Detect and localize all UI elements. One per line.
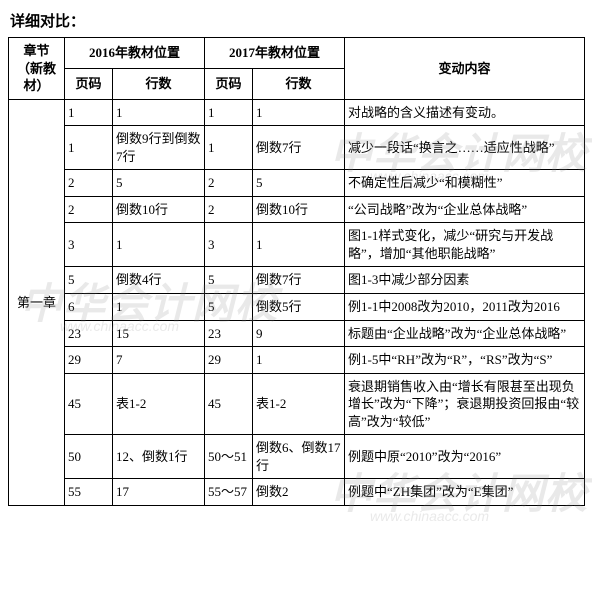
cell-p17: 1 bbox=[205, 99, 253, 126]
cell-change: 例题中“ZH集团”改为“E集团” bbox=[345, 479, 585, 506]
cell-p16: 6 bbox=[65, 294, 113, 321]
th-chapter: 章节（新教材） bbox=[9, 38, 65, 100]
cell-p17: 23 bbox=[205, 320, 253, 347]
cell-change: 减少一段话“换言之……适应性战略” bbox=[345, 126, 585, 170]
cell-change: 例题中原“2010”改为“2016” bbox=[345, 435, 585, 479]
cell-l16: 1 bbox=[113, 223, 205, 267]
cell-change: 例1-5中“RH”改为“R”，“RS”改为“S” bbox=[345, 347, 585, 374]
cell-p17: 45 bbox=[205, 373, 253, 435]
cell-l17: 1 bbox=[253, 347, 345, 374]
cell-change: 图1-1样式变化，减少“研究与开发战略”，增加“其他职能战略” bbox=[345, 223, 585, 267]
cell-p16: 1 bbox=[65, 99, 113, 126]
th-2017: 2017年教材位置 bbox=[205, 38, 345, 69]
th-2017-page: 页码 bbox=[205, 68, 253, 99]
cell-l17: 1 bbox=[253, 223, 345, 267]
cell-p17: 55～57 bbox=[205, 479, 253, 506]
th-2016: 2016年教材位置 bbox=[65, 38, 205, 69]
table-body: 第一章1111对战略的含义描述有变动。1倒数9行到倒数7行1倒数7行减少一段话“… bbox=[9, 99, 585, 505]
chapter-cell: 第一章 bbox=[9, 99, 65, 505]
cell-p16: 1 bbox=[65, 126, 113, 170]
cell-l17: 倒数10行 bbox=[253, 196, 345, 223]
table-row: 2倒数10行2倒数10行“公司战略”改为“企业总体战略” bbox=[9, 196, 585, 223]
cell-change: “公司战略”改为“企业总体战略” bbox=[345, 196, 585, 223]
cell-l16: 7 bbox=[113, 347, 205, 374]
watermark-en: www.chinaacc.com bbox=[370, 508, 489, 524]
table-row: 1倒数9行到倒数7行1倒数7行减少一段话“换言之……适应性战略” bbox=[9, 126, 585, 170]
cell-l17: 表1-2 bbox=[253, 373, 345, 435]
cell-p17: 5 bbox=[205, 267, 253, 294]
cell-p17: 5 bbox=[205, 294, 253, 321]
cell-l17: 倒数5行 bbox=[253, 294, 345, 321]
table-row: 3131图1-1样式变化，减少“研究与开发战略”，增加“其他职能战略” bbox=[9, 223, 585, 267]
cell-l16: 表1-2 bbox=[113, 373, 205, 435]
cell-l16: 倒数4行 bbox=[113, 267, 205, 294]
cell-p16: 45 bbox=[65, 373, 113, 435]
table-row: 615倒数5行例1-1中2008改为2010，2011改为2016 bbox=[9, 294, 585, 321]
cell-l16: 1 bbox=[113, 99, 205, 126]
cell-l16: 17 bbox=[113, 479, 205, 506]
table-row: 5倒数4行5倒数7行图1-3中减少部分因素 bbox=[9, 267, 585, 294]
cell-p16: 29 bbox=[65, 347, 113, 374]
cell-p16: 50 bbox=[65, 435, 113, 479]
table-row: 5012、倒数1行50～51倒数6、倒数17行例题中原“2010”改为“2016… bbox=[9, 435, 585, 479]
th-2016-page: 页码 bbox=[65, 68, 113, 99]
cell-change: 例1-1中2008改为2010，2011改为2016 bbox=[345, 294, 585, 321]
cell-p16: 23 bbox=[65, 320, 113, 347]
table-row: 2315239标题由“企业战略”改为“企业总体战略” bbox=[9, 320, 585, 347]
cell-p17: 3 bbox=[205, 223, 253, 267]
th-2016-line: 行数 bbox=[113, 68, 205, 99]
cell-l17: 倒数7行 bbox=[253, 126, 345, 170]
table-row: 551755～57倒数2例题中“ZH集团”改为“E集团” bbox=[9, 479, 585, 506]
th-2017-line: 行数 bbox=[253, 68, 345, 99]
cell-p17: 1 bbox=[205, 126, 253, 170]
page-heading: 详细对比： bbox=[10, 10, 584, 31]
th-change: 变动内容 bbox=[345, 38, 585, 100]
cell-l17: 5 bbox=[253, 170, 345, 197]
cell-l17: 倒数2 bbox=[253, 479, 345, 506]
cell-l17: 1 bbox=[253, 99, 345, 126]
cell-change: 不确定性后减少“和模糊性” bbox=[345, 170, 585, 197]
table-row: 297291例1-5中“RH”改为“R”，“RS”改为“S” bbox=[9, 347, 585, 374]
cell-l16: 倒数9行到倒数7行 bbox=[113, 126, 205, 170]
cell-l16: 5 bbox=[113, 170, 205, 197]
cell-change: 标题由“企业战略”改为“企业总体战略” bbox=[345, 320, 585, 347]
cell-change: 对战略的含义描述有变动。 bbox=[345, 99, 585, 126]
table-row: 45表1-245表1-2衰退期销售收入由“增长有限甚至出现负增长”改为“下降”；… bbox=[9, 373, 585, 435]
cell-p17: 50～51 bbox=[205, 435, 253, 479]
cell-l17: 倒数7行 bbox=[253, 267, 345, 294]
cell-change: 图1-3中减少部分因素 bbox=[345, 267, 585, 294]
cell-change: 衰退期销售收入由“增长有限甚至出现负增长”改为“下降”；衰退期投资回报由“较高”… bbox=[345, 373, 585, 435]
cell-p16: 55 bbox=[65, 479, 113, 506]
table-row: 第一章1111对战略的含义描述有变动。 bbox=[9, 99, 585, 126]
cell-l17: 9 bbox=[253, 320, 345, 347]
comparison-table: 章节（新教材） 2016年教材位置 2017年教材位置 变动内容 页码 行数 页… bbox=[8, 37, 585, 506]
cell-p17: 2 bbox=[205, 196, 253, 223]
cell-l16: 15 bbox=[113, 320, 205, 347]
cell-p16: 2 bbox=[65, 170, 113, 197]
cell-p17: 29 bbox=[205, 347, 253, 374]
cell-l16: 倒数10行 bbox=[113, 196, 205, 223]
cell-p16: 5 bbox=[65, 267, 113, 294]
cell-l16: 1 bbox=[113, 294, 205, 321]
cell-p17: 2 bbox=[205, 170, 253, 197]
cell-p16: 3 bbox=[65, 223, 113, 267]
cell-p16: 2 bbox=[65, 196, 113, 223]
cell-l16: 12、倒数1行 bbox=[113, 435, 205, 479]
table-row: 2525不确定性后减少“和模糊性” bbox=[9, 170, 585, 197]
cell-l17: 倒数6、倒数17行 bbox=[253, 435, 345, 479]
